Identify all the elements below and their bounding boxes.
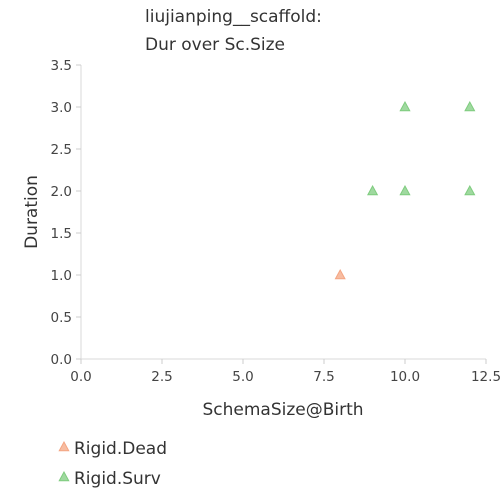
y-tick-label: 3.5 (51, 58, 72, 74)
point-rigid-surv (399, 184, 411, 196)
y-tick-label: 1.0 (51, 268, 72, 284)
y-tick-label: 3.0 (51, 100, 72, 116)
chart-title-line-1: liujianping__scaffold: (145, 7, 322, 27)
y-tick-label: 1.5 (51, 226, 72, 242)
y-tick-label: 0.5 (51, 310, 72, 326)
legend-marker-rigid-dead (58, 440, 70, 452)
x-tick-label: 2.5 (151, 369, 172, 385)
legend: Rigid.Dead Rigid.Surv (58, 439, 167, 489)
point-rigid-surv (464, 100, 476, 112)
point-rigid-surv (464, 184, 476, 196)
point-rigid-surv (399, 100, 411, 112)
y-tick-label: 2.0 (51, 184, 72, 200)
y-tick-label: 2.5 (51, 142, 72, 158)
axes: 0.0 2.5 5.0 7.5 10.0 12.5 0.0 0.5 1.0 1.5 2.0 2.5 3.… (51, 58, 500, 385)
x-tick-label: 5.0 (232, 369, 253, 385)
x-tick-label: 12.5 (471, 369, 500, 385)
data-points (334, 100, 476, 280)
chart-title-line-2: Dur over Sc.Size (145, 35, 285, 55)
y-axis-label: Duration (22, 175, 42, 249)
legend-marker-rigid-surv (58, 470, 70, 482)
x-axis-label: SchemaSize@Birth (202, 400, 363, 420)
y-tick-label: 0.0 (51, 352, 72, 368)
legend-label-rigid-surv: Rigid.Surv (74, 469, 161, 489)
point-rigid-dead (334, 268, 346, 280)
point-rigid-surv (367, 184, 379, 196)
x-tick-label: 0.0 (70, 369, 91, 385)
x-tick-label: 10.0 (390, 369, 420, 385)
x-tick-label: 7.5 (313, 369, 334, 385)
legend-label-rigid-dead: Rigid.Dead (74, 439, 167, 459)
